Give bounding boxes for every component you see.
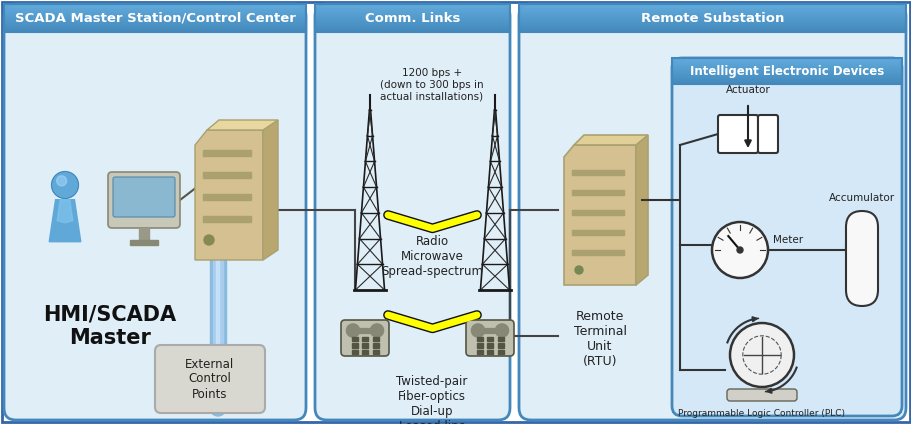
Text: 1200 bps +
(down to 300 bps in
actual installations): 1200 bps + (down to 300 bps in actual in… <box>380 68 483 101</box>
Circle shape <box>711 222 767 278</box>
Circle shape <box>736 247 742 253</box>
Circle shape <box>471 324 484 337</box>
Text: SCADA Master Station/Control Center: SCADA Master Station/Control Center <box>15 11 295 25</box>
Bar <box>314 4 509 32</box>
Text: Twisted-pair
Fiber-optics
Dial-up
Leased line: Twisted-pair Fiber-optics Dial-up Leased… <box>396 375 467 424</box>
Circle shape <box>495 324 508 337</box>
Bar <box>571 210 623 215</box>
Text: Radio
Microwave
Spread-spectrum: Radio Microwave Spread-spectrum <box>381 235 483 278</box>
FancyBboxPatch shape <box>518 4 905 420</box>
Circle shape <box>346 324 359 337</box>
Circle shape <box>210 400 226 416</box>
FancyBboxPatch shape <box>726 389 796 401</box>
Bar <box>351 337 357 341</box>
Bar <box>210 250 226 405</box>
Bar <box>486 350 493 354</box>
Polygon shape <box>207 120 278 130</box>
FancyBboxPatch shape <box>107 172 179 228</box>
Bar <box>203 216 251 222</box>
Text: Meter: Meter <box>773 235 803 245</box>
FancyBboxPatch shape <box>4 4 306 420</box>
FancyBboxPatch shape <box>845 211 877 306</box>
Bar <box>671 58 901 84</box>
Bar <box>497 337 503 341</box>
Circle shape <box>213 403 223 413</box>
Bar <box>203 150 251 156</box>
Polygon shape <box>195 130 262 260</box>
Bar <box>362 350 368 354</box>
Text: HMI/SCADA
Master: HMI/SCADA Master <box>44 305 177 348</box>
Bar <box>362 343 368 348</box>
Bar <box>216 250 219 405</box>
Polygon shape <box>635 135 648 285</box>
Bar <box>476 350 482 354</box>
Bar <box>518 4 905 32</box>
FancyBboxPatch shape <box>341 320 389 356</box>
Bar <box>497 350 503 354</box>
Circle shape <box>729 323 793 387</box>
Text: Comm. Links: Comm. Links <box>364 11 460 25</box>
Bar <box>571 250 623 255</box>
Polygon shape <box>57 200 73 223</box>
Bar <box>372 350 378 354</box>
Bar <box>130 240 158 245</box>
FancyBboxPatch shape <box>671 58 901 416</box>
Bar <box>571 170 623 175</box>
Text: Actuator: Actuator <box>725 85 770 95</box>
Text: Programmable Logic Controller (PLC): Programmable Logic Controller (PLC) <box>678 409 844 418</box>
Text: Intelligent Electronic Devices: Intelligent Electronic Devices <box>689 64 883 78</box>
Circle shape <box>204 235 214 245</box>
FancyBboxPatch shape <box>314 4 509 420</box>
Bar <box>497 343 503 348</box>
Bar <box>203 194 251 200</box>
Bar <box>486 343 493 348</box>
Polygon shape <box>563 145 635 285</box>
Bar <box>138 228 148 240</box>
Bar <box>476 337 482 341</box>
Bar <box>372 343 378 348</box>
Text: External
Control
Points: External Control Points <box>185 357 234 401</box>
Circle shape <box>574 266 582 274</box>
Text: Remote
Terminal
Unit
(RTU): Remote Terminal Unit (RTU) <box>573 310 626 368</box>
Circle shape <box>56 176 67 186</box>
Polygon shape <box>573 135 648 145</box>
FancyBboxPatch shape <box>155 345 265 413</box>
Bar <box>571 190 623 195</box>
Bar <box>213 250 223 405</box>
Text: Accumulator: Accumulator <box>828 193 894 203</box>
Circle shape <box>52 172 78 198</box>
FancyBboxPatch shape <box>757 115 777 153</box>
Bar <box>476 343 482 348</box>
Bar <box>362 337 368 341</box>
Text: Remote Substation: Remote Substation <box>640 11 783 25</box>
Circle shape <box>370 324 384 337</box>
Bar <box>351 343 357 348</box>
FancyBboxPatch shape <box>717 115 757 153</box>
Bar <box>486 337 493 341</box>
Bar <box>351 350 357 354</box>
Bar <box>372 337 378 341</box>
FancyBboxPatch shape <box>113 177 175 217</box>
Bar <box>203 172 251 178</box>
Bar <box>571 230 623 235</box>
Polygon shape <box>262 120 278 260</box>
Bar <box>4 4 306 32</box>
FancyBboxPatch shape <box>466 320 514 356</box>
Polygon shape <box>49 200 81 242</box>
